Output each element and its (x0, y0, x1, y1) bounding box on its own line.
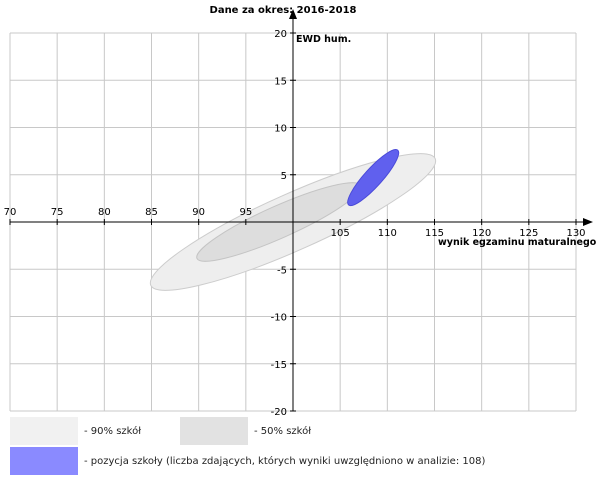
x-tick-label: 115 (425, 228, 444, 239)
x-tick-label: 110 (378, 228, 397, 239)
x-tick-label: 90 (192, 207, 205, 218)
chart-title: Dane za okres: 2016-2018 (210, 5, 357, 16)
y-tick-label: -20 (271, 407, 287, 418)
x-tick-label: 75 (51, 207, 64, 218)
x-tick-label: 80 (98, 207, 111, 218)
y-tick-label: -15 (271, 360, 287, 371)
x-tick-label: 85 (145, 207, 158, 218)
x-tick-label: 120 (472, 228, 491, 239)
x-tick-label: 130 (566, 228, 585, 239)
x-axis-title: wynik egzaminu maturalnego (438, 237, 597, 248)
y-tick-label: 5 (281, 171, 287, 182)
axes (10, 9, 593, 411)
legend-swatch-90 (10, 417, 78, 445)
x-tick-label: 70 (4, 207, 17, 218)
legend-label-school: - pozycja szkoły (liczba zdających, któr… (84, 455, 486, 467)
x-tick-label: 95 (239, 207, 252, 218)
y-tick-label: 20 (274, 29, 287, 40)
y-tick-label: 15 (274, 76, 287, 87)
legend-label-90: - 90% szkół (84, 425, 142, 437)
y-axis-title: EWD hum. (296, 34, 351, 45)
y-tick-label: -10 (271, 313, 287, 324)
y-tick-label: 10 (274, 124, 287, 135)
y-tick-label: -5 (277, 265, 287, 276)
legend-swatch-50 (180, 417, 248, 445)
y-axis-arrow (289, 9, 297, 19)
legend-label-50: - 50% szkół (254, 425, 312, 437)
x-tick-label: 125 (519, 228, 538, 239)
legend-swatch-school (10, 447, 78, 475)
x-tick-label: 105 (331, 228, 350, 239)
legend-item-90: - 90% szkół (10, 417, 141, 445)
ellipse-school-position (347, 149, 400, 207)
x-axis-arrow (583, 218, 593, 226)
legend-item-50: - 50% szkół (180, 417, 311, 445)
legend-item-school: - pozycja szkoły (liczba zdających, któr… (10, 447, 485, 475)
